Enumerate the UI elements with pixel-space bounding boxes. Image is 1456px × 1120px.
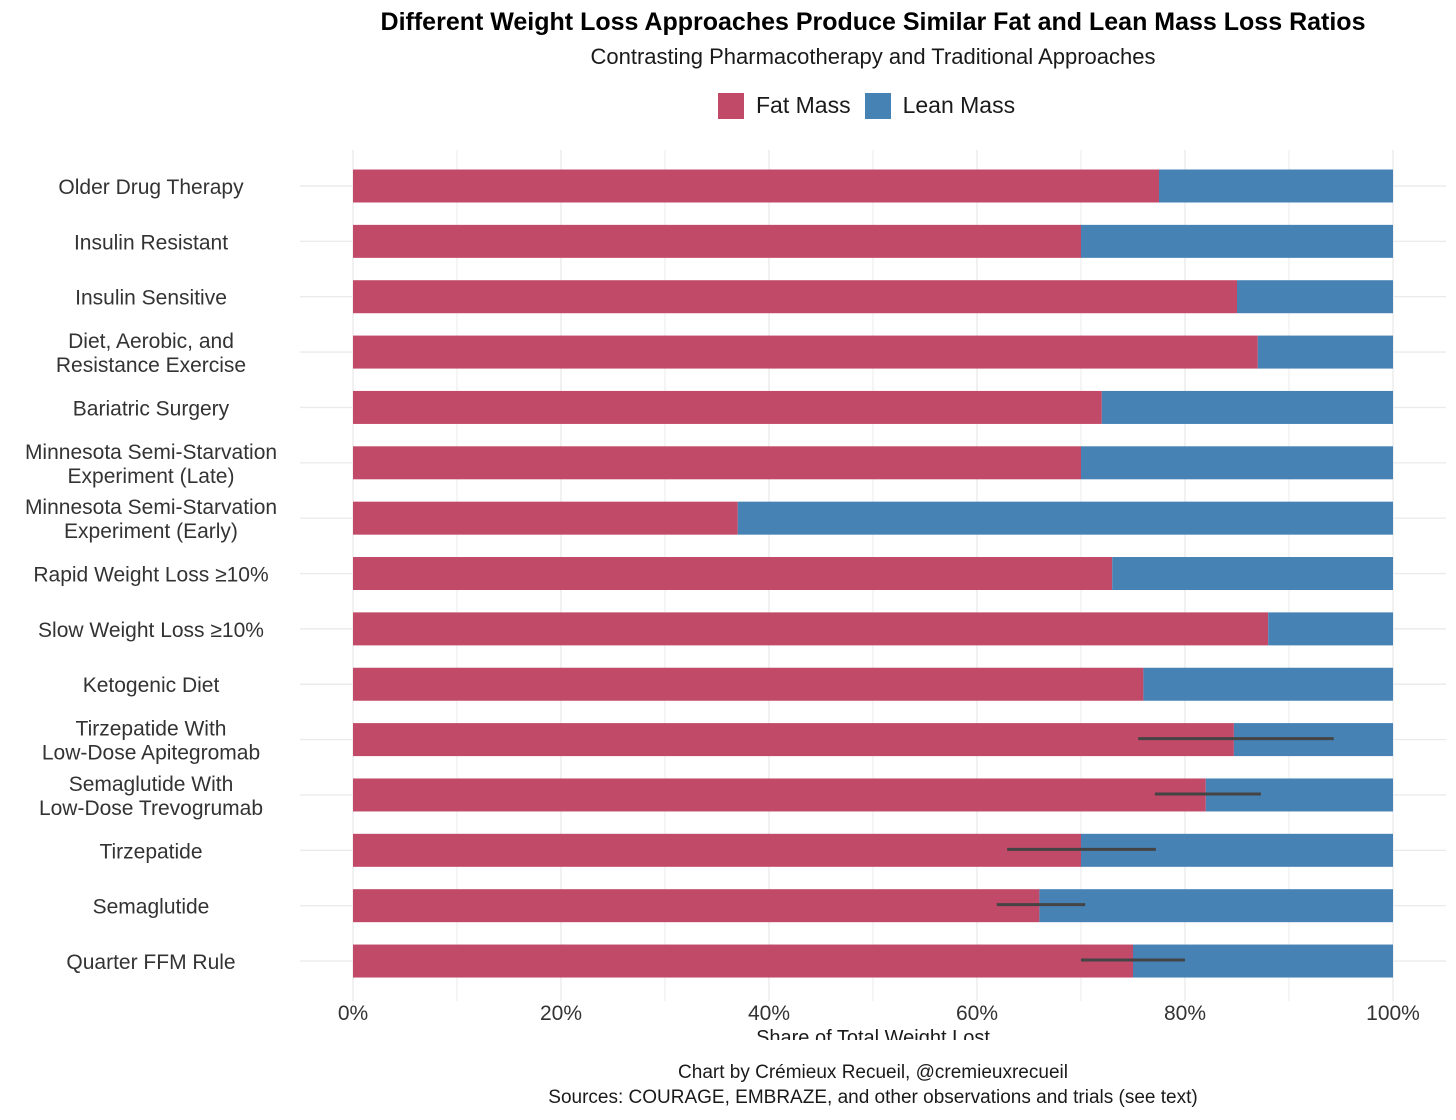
bar-fat-mass <box>353 944 1133 978</box>
bar-fat-mass <box>353 889 1040 923</box>
x-axis-title: Share of Total Weight Lost <box>756 1027 990 1040</box>
bar-lean-mass <box>1143 667 1393 701</box>
y-tick-label: Bariatric Surgery <box>73 397 230 420</box>
bar-fat-mass <box>353 446 1081 480</box>
bar-lean-mass <box>1159 169 1393 203</box>
y-tick-label: Insulin Sensitive <box>75 287 227 310</box>
bar-lean-mass <box>1112 557 1393 591</box>
y-tick-label: Semaglutide With <box>69 773 234 796</box>
stacked-bar-chart: Older Drug Therapy Insulin Resistant Insul… <box>25 150 1446 1040</box>
x-tick-label: 60% <box>956 1002 998 1025</box>
legend-swatch-fat <box>718 92 744 119</box>
y-tick-label: Semaglutide <box>93 896 210 919</box>
y-tick-label: Rapid Weight Loss ≥10% <box>33 564 268 587</box>
y-tick-label: Tirzepatide With <box>76 718 227 741</box>
x-tick-label: 100% <box>1366 1002 1420 1025</box>
bar-fat-mass <box>353 280 1237 314</box>
legend-swatch-lean <box>864 92 891 119</box>
x-tick-label: 40% <box>748 1002 790 1025</box>
y-tick-label: Older Drug Therapy <box>58 176 244 199</box>
bar-fat-mass <box>353 335 1258 369</box>
y-tick-label: Insulin Resistant <box>74 231 228 254</box>
bar-lean-mass <box>1268 612 1393 646</box>
y-tick-label: Minnesota Semi-Starvation <box>25 441 277 464</box>
y-tick-label: Ketogenic Diet <box>83 674 220 697</box>
y-tick-label: Experiment (Early) <box>64 520 238 543</box>
x-tick-label: 20% <box>540 1002 582 1025</box>
bar-lean-mass <box>1081 224 1393 258</box>
bar-fat-mass <box>353 612 1269 646</box>
footer-sources: Sources: COURAGE, EMBRAZE, and other obs… <box>548 1087 1198 1108</box>
bar-fat-mass <box>353 390 1102 424</box>
bar-lean-mass <box>1257 335 1393 369</box>
chart-subtitle: Contrasting Pharmacotherapy and Traditio… <box>590 44 1156 69</box>
bar-fat-mass <box>353 833 1081 867</box>
y-tick-label: Resistance Exercise <box>56 354 246 377</box>
bar-fat-mass <box>353 667 1144 701</box>
y-tick-label: Quarter FFM Rule <box>66 951 235 974</box>
legend: Fat Mass Lean Mass <box>718 92 1029 119</box>
bar-lean-mass <box>1081 446 1393 480</box>
y-tick-label: Diet, Aerobic, and <box>68 330 234 353</box>
bar-fat-mass <box>353 224 1081 258</box>
bar-fat-mass <box>353 169 1159 203</box>
y-tick-label: Low-Dose Trevogrumab <box>39 797 263 820</box>
legend-item-lean: Lean Mass <box>864 92 1016 119</box>
bar-lean-mass <box>1101 390 1393 424</box>
y-tick-label: Experiment (Late) <box>68 465 235 488</box>
legend-label-fat: Fat Mass <box>756 92 851 118</box>
bar-fat-mass <box>353 557 1113 591</box>
x-tick-label: 0% <box>338 1002 368 1025</box>
legend-label-lean: Lean Mass <box>902 92 1016 118</box>
footer-credit: Chart by Crémieux Recueil, @cremieuxrecu… <box>678 1062 1068 1083</box>
bar-fat-mass <box>353 723 1234 757</box>
chart-title: Different Weight Loss Approaches Produce… <box>380 8 1366 36</box>
y-tick-label: Minnesota Semi-Starvation <box>25 496 277 519</box>
bar-fat-mass <box>353 778 1206 812</box>
legend-item-fat: Fat Mass <box>718 92 851 119</box>
bar-lean-mass <box>737 501 1393 535</box>
bar-fat-mass <box>353 501 738 535</box>
y-tick-label: Tirzepatide <box>99 840 202 863</box>
x-tick-label: 80% <box>1164 1002 1206 1025</box>
bar-lean-mass <box>1039 889 1393 923</box>
y-tick-label: Low-Dose Apitegromab <box>42 742 260 765</box>
y-tick-label: Slow Weight Loss ≥10% <box>38 619 264 642</box>
bar-lean-mass <box>1237 280 1393 314</box>
